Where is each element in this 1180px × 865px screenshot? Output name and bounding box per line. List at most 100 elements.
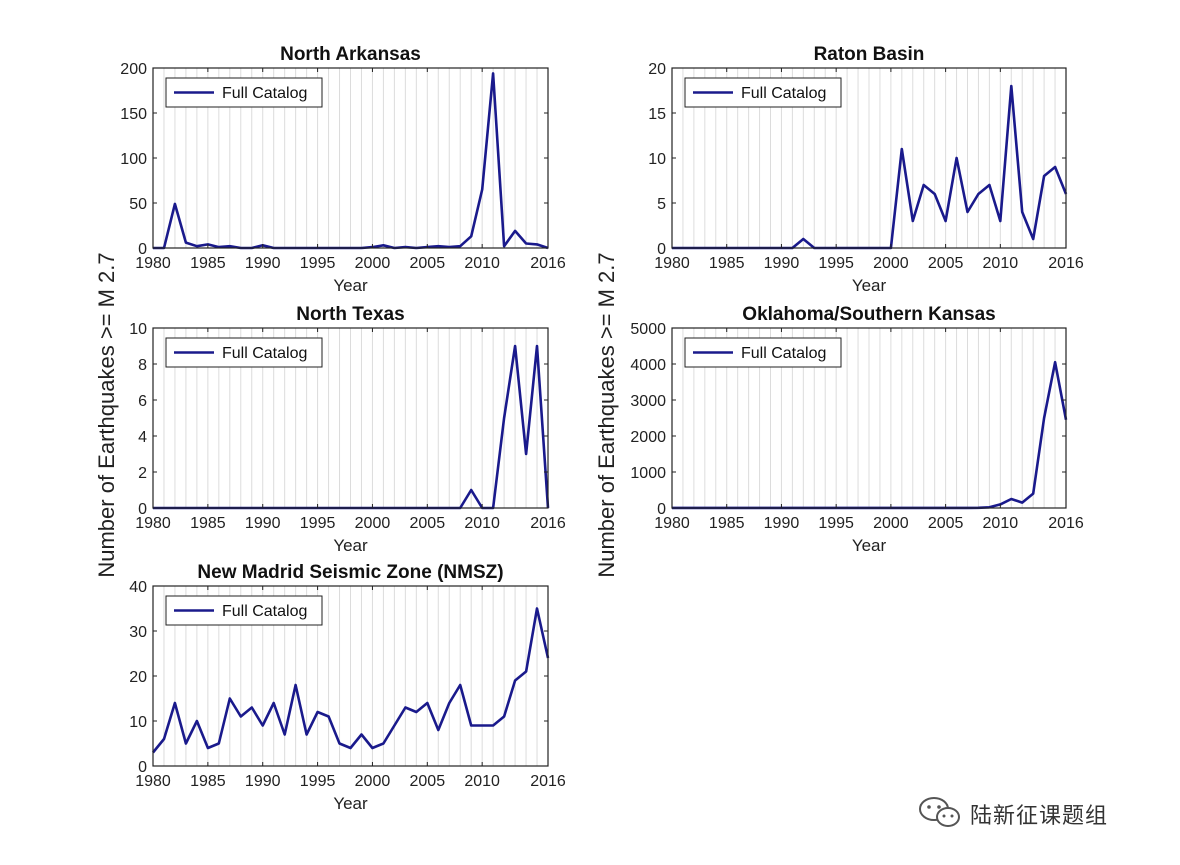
x-tick-label: 2005 xyxy=(410,515,446,532)
y-tick-label: 4000 xyxy=(630,357,666,374)
y-tick-label: 5 xyxy=(657,196,666,213)
x-axis-label: Year xyxy=(333,536,368,555)
x-tick-label: 1990 xyxy=(245,515,281,532)
x-tick-label: 1995 xyxy=(300,515,336,532)
x-tick-label: 1980 xyxy=(654,255,690,272)
x-tick-label: 1985 xyxy=(190,255,226,272)
x-tick-label: 2005 xyxy=(928,515,964,532)
chart-title: Raton Basin xyxy=(814,44,925,65)
y-tick-label: 50 xyxy=(129,196,147,213)
y-tick-label: 20 xyxy=(129,669,147,686)
legend-label: Full Catalog xyxy=(222,85,307,102)
x-tick-label: 2016 xyxy=(1048,255,1084,272)
shared-y-axis-label-left: Number of Earthquakes >= M 2.7 xyxy=(94,252,119,577)
x-tick-label: 1985 xyxy=(709,255,745,272)
x-tick-label: 1995 xyxy=(818,515,854,532)
y-tick-label: 0 xyxy=(138,241,147,258)
y-tick-label: 30 xyxy=(129,624,147,641)
y-tick-label: 6 xyxy=(138,393,147,410)
x-tick-label: 1995 xyxy=(818,255,854,272)
y-tick-label: 2 xyxy=(138,465,147,482)
watermark-text: 陆新征课题组 xyxy=(970,804,1109,829)
x-tick-label: 2016 xyxy=(530,515,566,532)
x-tick-label: 1980 xyxy=(135,773,171,790)
y-tick-label: 3000 xyxy=(630,393,666,410)
legend: Full Catalog xyxy=(684,77,842,108)
series-line-full-catalog xyxy=(151,607,550,754)
x-tick-label: 2010 xyxy=(464,773,500,790)
y-tick-label: 1000 xyxy=(630,465,666,482)
x-tick-label: 2016 xyxy=(530,255,566,272)
x-tick-label: 2000 xyxy=(873,255,909,272)
chart-panel: 1980 1985 1990 1995 2000 2005 2010 2016 0 10 20 30 4… xyxy=(129,562,566,813)
x-tick-label: 1995 xyxy=(300,773,336,790)
chart-panel: 1980 1985 1990 1995 2000 2005 2010 2016 0 2 4 6 8 10 N… xyxy=(129,304,566,555)
y-tick-label: 20 xyxy=(648,61,666,78)
x-tick-label: 1990 xyxy=(245,773,281,790)
x-tick-label: 2010 xyxy=(983,255,1019,272)
legend: Full Catalog xyxy=(165,595,323,626)
y-tick-label: 0 xyxy=(138,501,147,518)
x-tick-label: 1985 xyxy=(190,773,226,790)
chart-title: North Texas xyxy=(296,304,404,325)
x-tick-label: 1990 xyxy=(764,515,800,532)
legend: Full Catalog xyxy=(165,337,323,368)
x-tick-label: 2005 xyxy=(928,255,964,272)
legend-label: Full Catalog xyxy=(222,603,307,620)
x-tick-label: 2005 xyxy=(410,773,446,790)
x-tick-label: 1980 xyxy=(135,255,171,272)
y-tick-label: 10 xyxy=(648,151,666,168)
y-tick-label: 0 xyxy=(657,241,666,258)
x-tick-label: 2000 xyxy=(873,515,909,532)
x-tick-label: 1985 xyxy=(709,515,745,532)
x-tick-label: 2005 xyxy=(410,255,446,272)
chart-panels: 1980 1985 1990 1995 2000 2005 2010 201605010015… xyxy=(120,44,1084,813)
x-axis-label: Year xyxy=(333,276,368,295)
y-tick-label: 2000 xyxy=(630,429,666,446)
y-tick-label: 10 xyxy=(129,321,147,338)
x-tick-label: 2010 xyxy=(464,255,500,272)
x-tick-label: 2010 xyxy=(464,515,500,532)
chart-panel: 1980 1985 1990 1995 2000 2005 2010 2016 0 5 10 15 20… xyxy=(648,44,1084,295)
chart-title: Oklahoma/Southern Kansas xyxy=(742,304,995,325)
x-tick-label: 2016 xyxy=(1048,515,1084,532)
x-tick-label: 1995 xyxy=(300,255,336,272)
chart-title: New Madrid Seismic Zone (NMSZ) xyxy=(197,562,503,583)
x-axis-label: Year xyxy=(852,536,887,555)
y-tick-label: 40 xyxy=(129,579,147,596)
x-tick-label: 2010 xyxy=(983,515,1019,532)
legend-box xyxy=(165,77,323,108)
x-tick-label: 2000 xyxy=(355,773,391,790)
legend-label: Full Catalog xyxy=(741,85,826,102)
y-tick-label: 150 xyxy=(120,106,147,123)
y-tick-label: 0 xyxy=(657,501,666,518)
x-tick-label: 1980 xyxy=(135,515,171,532)
watermark: 陆新征课题组 xyxy=(918,796,1108,832)
chart-panel: 1980 1985 1990 1995 2000 2005 2010 2016 0 1000 200… xyxy=(630,304,1083,555)
x-tick-label: 2016 xyxy=(530,773,566,790)
x-axis-label: Year xyxy=(852,276,887,295)
y-tick-label: 8 xyxy=(138,357,147,374)
y-tick-label: 100 xyxy=(120,151,147,168)
y-tick-label: 0 xyxy=(138,759,147,776)
legend: Full Catalog xyxy=(684,337,842,368)
y-tick-label: 10 xyxy=(129,714,147,731)
x-tick-label: 1980 xyxy=(654,515,690,532)
chart-title: North Arkansas xyxy=(280,44,421,65)
shared-y-axis-label-right: Number of Earthquakes >= M 2.7 xyxy=(594,252,619,577)
x-axis-label: Year xyxy=(333,794,368,813)
y-tick-label: 200 xyxy=(120,61,147,78)
chart-panel: 1980 1985 1990 1995 2000 2005 2010 2016 0 50 100 15… xyxy=(120,44,566,295)
legend: Full Catalog xyxy=(165,77,323,108)
x-tick-label: 2000 xyxy=(355,515,391,532)
x-tick-label: 2000 xyxy=(355,255,391,272)
y-tick-label: 15 xyxy=(648,106,666,123)
y-tick-label: 4 xyxy=(138,429,147,446)
axes-box xyxy=(152,327,549,509)
axes-box xyxy=(671,327,1067,509)
x-tick-label: 1985 xyxy=(190,515,226,532)
x-tick-label: 1990 xyxy=(764,255,800,272)
y-tick-label: 5000 xyxy=(630,321,666,338)
x-tick-label: 1990 xyxy=(245,255,281,272)
